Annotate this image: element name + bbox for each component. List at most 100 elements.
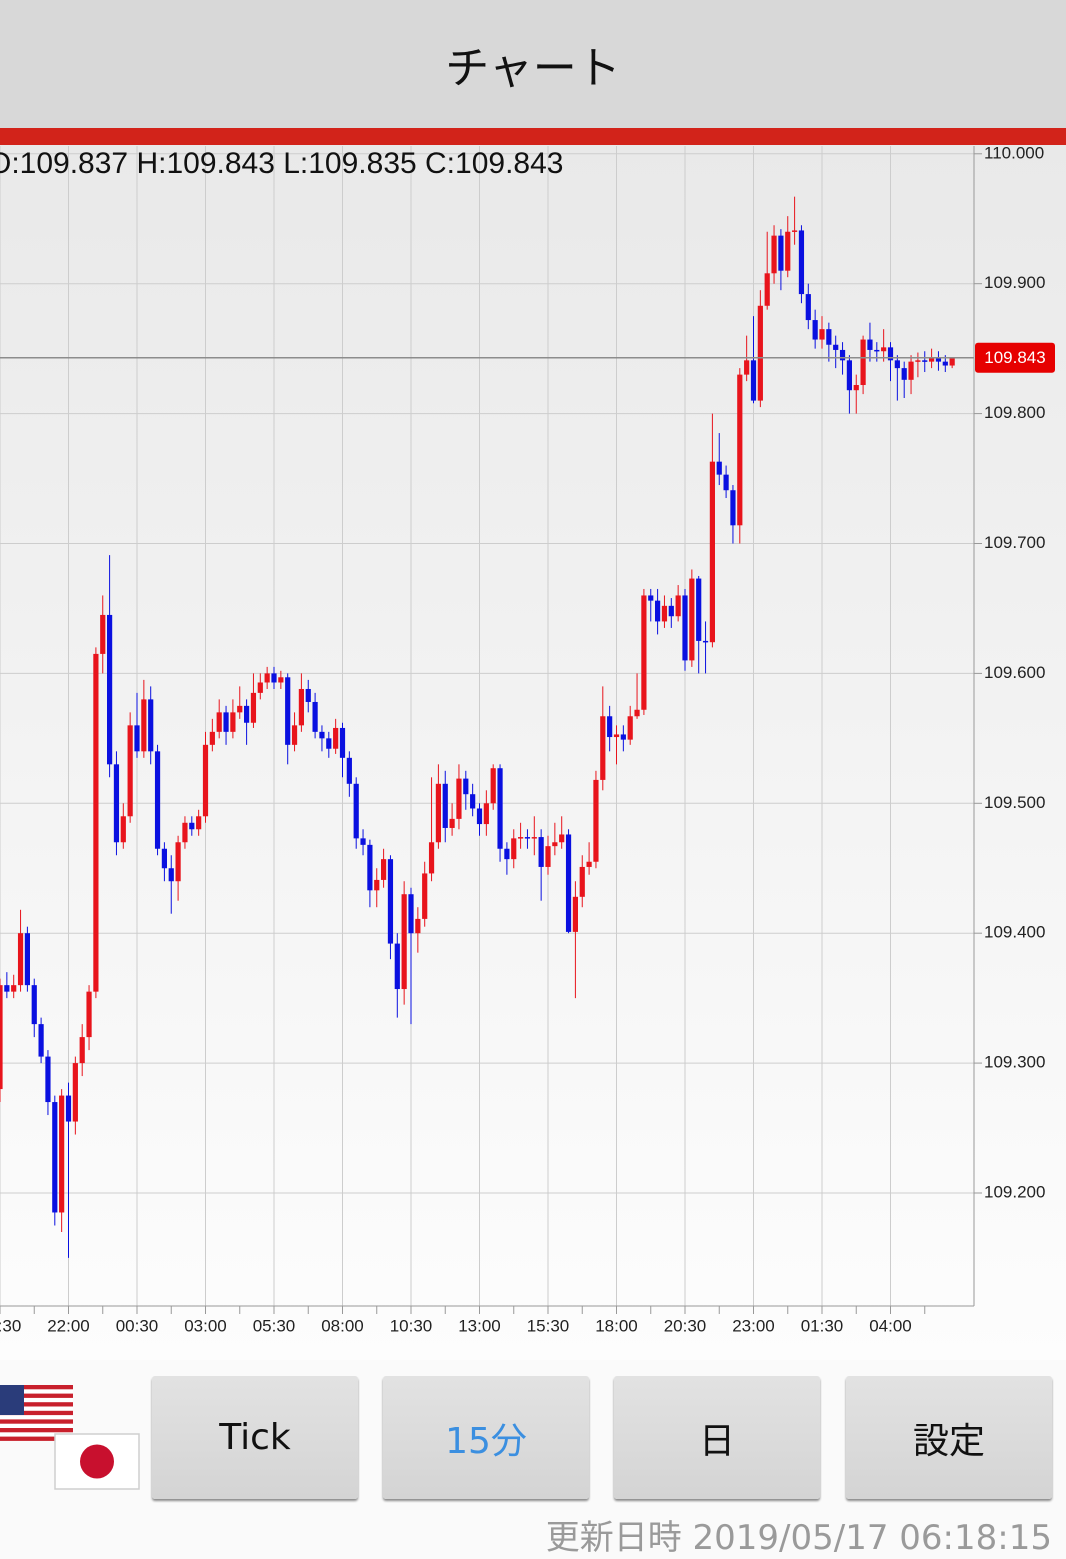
candle-body <box>312 701 318 732</box>
y-tick-label: 109.700 <box>984 533 1045 552</box>
candle-body <box>223 712 229 732</box>
candle-body <box>538 837 544 867</box>
candle-body <box>867 339 873 350</box>
candle-body <box>428 842 435 874</box>
x-tick-label: 05:30 <box>253 1316 296 1335</box>
candle-body <box>798 230 805 295</box>
candle-body <box>113 764 120 843</box>
candle-body <box>52 1102 58 1213</box>
candle-body <box>346 757 352 784</box>
candle-body <box>86 991 92 1038</box>
interval-button[interactable]: 設定 <box>846 1376 1052 1499</box>
x-tick-label: 10:30 <box>390 1316 433 1335</box>
candle-body <box>442 783 448 828</box>
candle-body <box>524 837 531 839</box>
candle-body <box>778 235 784 271</box>
header-title: チャート <box>445 43 621 94</box>
candle-body <box>367 844 373 891</box>
x-tick-label: 01:30 <box>801 1316 844 1335</box>
candle-body <box>353 783 359 839</box>
candle-body <box>792 230 798 232</box>
candle-body <box>230 712 236 732</box>
x-tick-label: 08:00 <box>321 1316 364 1335</box>
candle-body <box>771 235 777 274</box>
candle-body <box>202 744 209 817</box>
candle-body <box>915 360 921 362</box>
candle-body <box>182 822 188 843</box>
candle-body <box>59 1095 65 1213</box>
candle-body <box>476 808 483 825</box>
candle-body <box>381 859 387 880</box>
currency-flags <box>0 1385 140 1490</box>
candle-body <box>805 294 811 321</box>
y-tick-label: 109.900 <box>984 273 1045 292</box>
x-tick-label: 18:00 <box>595 1316 638 1335</box>
interval-button[interactable]: 日 <box>614 1376 820 1499</box>
candle-body <box>93 653 99 992</box>
candle-body <box>189 822 195 830</box>
candle-body <box>744 360 750 375</box>
candle-body <box>196 816 202 830</box>
candle-body <box>620 734 626 740</box>
y-tick-label: 109.300 <box>984 1053 1045 1072</box>
candle-body <box>490 768 496 804</box>
candle-body <box>675 595 681 617</box>
candle-body <box>702 640 709 643</box>
candle-body <box>285 677 291 745</box>
candle-body <box>531 837 537 839</box>
interval-button[interactable]: Tick <box>152 1376 358 1499</box>
candle-body <box>175 842 181 882</box>
candle-body <box>552 842 558 847</box>
x-tick-label: 13:00 <box>458 1316 501 1335</box>
candle-body <box>737 374 743 526</box>
candle-body <box>935 357 942 362</box>
candle-body <box>826 329 832 345</box>
interval-button[interactable]: 15分 <box>383 1376 589 1499</box>
candle-body <box>17 933 24 986</box>
y-tick-label: 110.000 <box>984 143 1044 162</box>
candle-body <box>682 595 688 661</box>
candle-body <box>839 349 846 361</box>
candle-body <box>874 349 880 352</box>
candle-body <box>887 347 894 361</box>
candle-body <box>148 699 154 752</box>
candle-body <box>470 794 476 809</box>
candle-body <box>600 716 606 780</box>
y-tick-label: 109.400 <box>984 923 1045 942</box>
jp-flag <box>54 1433 140 1490</box>
x-tick-label: 22:00 <box>47 1316 90 1335</box>
candle-body <box>305 688 311 702</box>
candle-body <box>435 783 441 843</box>
candle-body <box>415 918 421 934</box>
candle-body <box>559 834 565 843</box>
candle-body <box>894 360 900 369</box>
candle-body <box>319 731 325 739</box>
candle-body <box>942 361 948 366</box>
candle-body <box>422 873 428 919</box>
x-tick-label: 20:30 <box>664 1316 707 1335</box>
y-tick-label: 109.200 <box>984 1182 1045 1201</box>
candle-body <box>846 360 852 391</box>
candle-body <box>655 600 661 622</box>
x-tick-label: 03:00 <box>184 1316 227 1335</box>
candle-body <box>607 716 613 738</box>
candle-body <box>100 614 106 654</box>
candle-body <box>901 368 907 380</box>
y-tick-label: 109.600 <box>984 663 1045 682</box>
candle-body <box>812 320 818 340</box>
candle-body <box>271 673 277 683</box>
candle-body <box>949 357 955 366</box>
candle-body <box>579 866 585 897</box>
candle-body <box>497 768 503 849</box>
candle-body <box>449 818 455 828</box>
candle-body <box>689 578 695 661</box>
candle-body <box>764 273 770 306</box>
candle-body <box>401 894 407 990</box>
candle-body <box>833 344 839 350</box>
candle-body <box>65 1095 72 1122</box>
candle-body <box>120 816 126 843</box>
candle-body <box>709 461 715 643</box>
candle-body <box>257 682 263 693</box>
app-header: チャート <box>0 0 1066 128</box>
